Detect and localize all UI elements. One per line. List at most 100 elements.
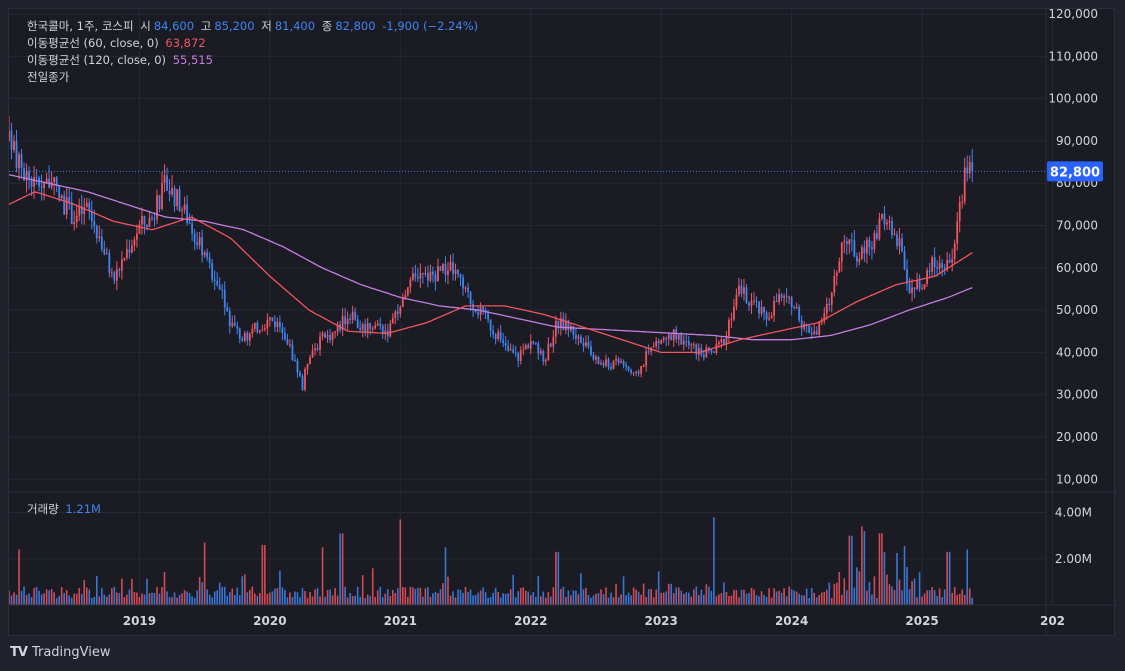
volume-bar <box>108 594 111 605</box>
candle-body <box>489 319 492 331</box>
volume-bar <box>126 594 128 605</box>
y-tick-label: 120,000 <box>1048 9 1098 21</box>
volume-bar <box>815 597 818 605</box>
volume-bar <box>740 589 743 605</box>
candle-body <box>359 327 362 330</box>
volume-bar <box>364 597 367 605</box>
volume-bar <box>509 589 512 605</box>
volume-bar <box>941 597 943 605</box>
volume-bar <box>417 587 419 605</box>
ma120-label: 이동평균선 (120, close, 0) <box>27 53 167 67</box>
volume-bar <box>113 586 116 605</box>
candle-body <box>738 285 740 295</box>
volume-bar <box>705 584 708 605</box>
volume-bar <box>311 596 314 605</box>
volume-bar <box>459 589 462 605</box>
candle-body <box>948 259 951 263</box>
low-label: 저 <box>261 19 272 33</box>
ma60-legend[interactable]: 이동평균선 (60, close, 0) 63,872 <box>27 35 209 51</box>
candle-body <box>391 317 394 324</box>
candle-body <box>120 259 123 271</box>
candle-body <box>103 249 106 255</box>
volume-bar <box>605 587 607 605</box>
candle-body <box>304 369 306 390</box>
volume-bar <box>841 594 843 605</box>
candle-body <box>547 343 550 361</box>
ma120-legend[interactable]: 이동평균선 (120, close, 0) 55,515 <box>27 52 216 68</box>
volume-bar <box>339 533 341 605</box>
volume-bar <box>718 594 720 605</box>
volume-bar <box>562 586 565 605</box>
volume-bar <box>404 587 407 605</box>
volume-bar <box>748 593 750 605</box>
candle-body <box>38 178 41 187</box>
volume-bar <box>439 589 442 605</box>
candle-body <box>549 343 552 347</box>
volume-bar <box>507 593 509 605</box>
volume-bar <box>284 590 286 605</box>
volume-bar <box>494 587 497 605</box>
candle-body <box>946 259 949 271</box>
volume-bar <box>497 591 499 605</box>
volume-bar <box>231 588 234 605</box>
volume-bar <box>216 590 219 605</box>
volume-bar <box>9 590 10 605</box>
volume-bar <box>615 583 617 605</box>
candle-body <box>306 363 309 370</box>
candle-body <box>615 358 617 361</box>
volume-bar <box>655 589 657 605</box>
volume-bar <box>301 588 304 605</box>
candle-body <box>173 188 176 207</box>
volume-bar <box>733 589 735 605</box>
candle-body <box>850 239 853 241</box>
volume-bar <box>843 578 846 605</box>
volume-bar <box>818 594 821 605</box>
candle-body <box>670 334 673 341</box>
volume-bar <box>537 575 540 605</box>
volume-bar <box>422 596 424 605</box>
volume-bar <box>391 589 394 605</box>
volume-bar <box>266 593 269 605</box>
volume-bar <box>851 535 853 605</box>
candle-body <box>411 273 414 280</box>
candle-body <box>815 331 818 335</box>
candle-body <box>319 336 321 350</box>
candlestick-chart[interactable]: 10,000 20,000 30,000 40,000 50,000 60,000 70,0… <box>9 9 1116 637</box>
volume-bar <box>474 595 477 605</box>
volume-bar <box>432 593 434 605</box>
candle-body <box>241 338 244 341</box>
candle-body <box>326 334 329 338</box>
volume-bar <box>331 595 334 605</box>
chart-frame[interactable]: 10,000 20,000 30,000 40,000 50,000 60,000 70,0… <box>8 8 1116 637</box>
volume-bar <box>462 592 464 605</box>
candle-body <box>943 267 946 271</box>
candle-body <box>341 316 344 330</box>
candle-body <box>783 296 786 298</box>
candle-body <box>482 307 485 310</box>
volume-bar <box>354 595 356 605</box>
candle-body <box>284 332 286 340</box>
volume-bar <box>321 547 324 605</box>
candle-body <box>286 339 289 345</box>
candle-body <box>512 349 515 353</box>
tradingview-footer[interactable]: TV TradingView <box>10 645 110 660</box>
prev-close-legend[interactable]: 전일종가 <box>27 69 72 85</box>
volume-bar <box>168 596 171 605</box>
candle-body <box>921 288 923 290</box>
candle-body <box>118 269 121 271</box>
candle-body <box>469 292 472 305</box>
volume-bar <box>750 587 753 605</box>
volume-bar <box>291 597 294 605</box>
candle-body <box>507 345 510 351</box>
candle-body <box>587 342 590 347</box>
candle-body <box>201 237 204 256</box>
volume-bar <box>587 595 590 605</box>
candle-body <box>196 242 199 246</box>
volume-bar <box>698 595 700 605</box>
volume-legend[interactable]: 거래량 1.21M <box>27 501 104 517</box>
volume-bar <box>966 549 969 605</box>
volume-bar <box>703 594 705 605</box>
volume-bar <box>873 576 876 605</box>
volume-bar <box>780 592 783 605</box>
volume-bar <box>948 551 951 605</box>
